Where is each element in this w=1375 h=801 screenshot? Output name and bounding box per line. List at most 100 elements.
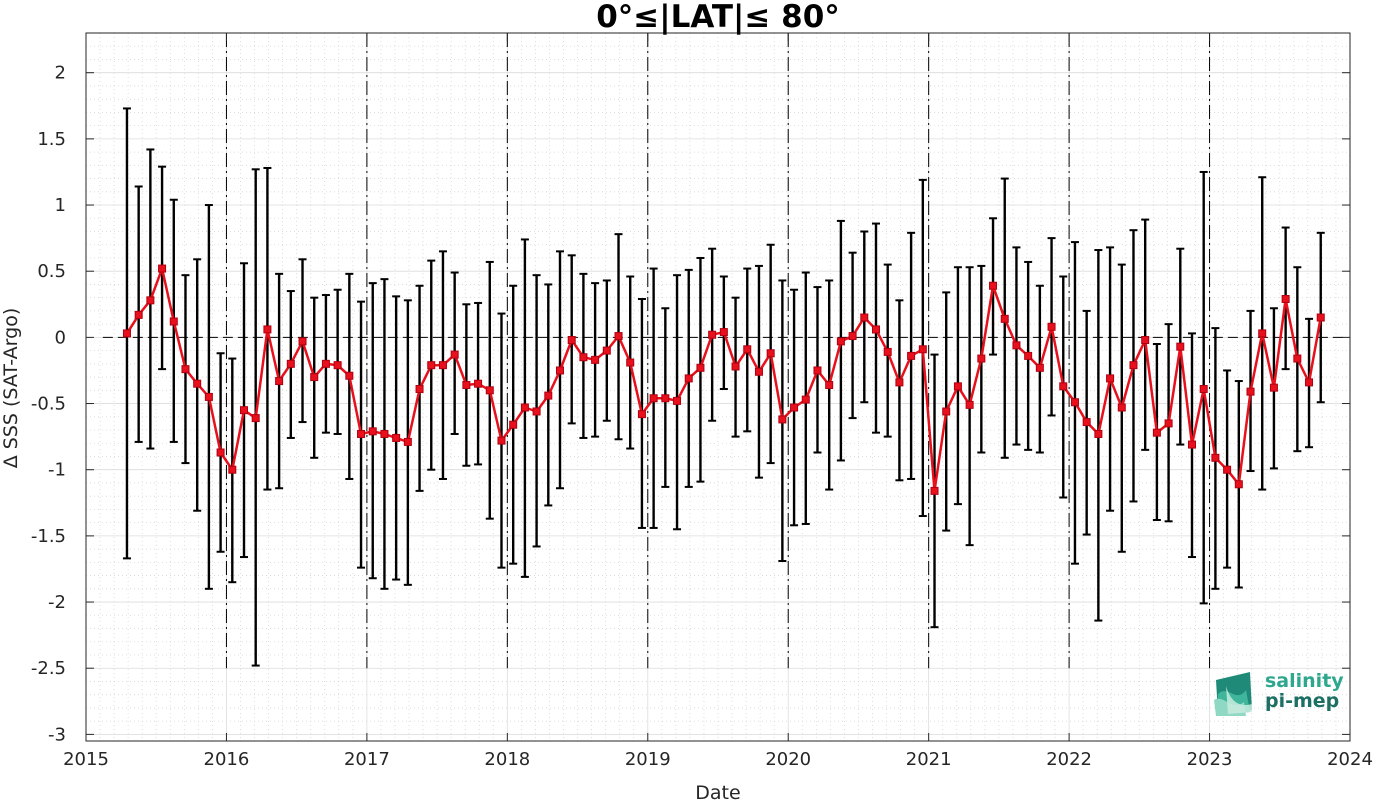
data-point xyxy=(368,427,377,436)
data-point xyxy=(614,332,623,341)
data-point xyxy=(520,403,529,412)
data-point xyxy=(602,346,611,355)
data-point xyxy=(1024,351,1033,360)
data-point xyxy=(298,337,307,346)
data-point xyxy=(462,381,471,390)
data-point xyxy=(579,353,588,362)
data-point xyxy=(1176,342,1185,351)
data-point xyxy=(872,325,880,334)
x-tick-label: 2017 xyxy=(344,749,390,770)
data-point xyxy=(860,313,869,322)
data-point xyxy=(848,332,857,341)
data-point xyxy=(1223,465,1232,474)
logo-text-pi-mep: pi-mep xyxy=(1265,690,1339,712)
x-tick-label: 2022 xyxy=(1046,749,1092,770)
data-point xyxy=(989,281,998,290)
data-point xyxy=(415,384,424,393)
data-point xyxy=(673,396,682,405)
data-point xyxy=(731,362,740,371)
x-tick-label: 2016 xyxy=(204,749,250,770)
y-tick-label: 1.5 xyxy=(37,129,66,150)
data-point xyxy=(567,336,576,345)
data-point xyxy=(661,394,670,403)
data-point xyxy=(942,407,951,416)
series-markers xyxy=(122,264,1325,495)
data-point xyxy=(743,345,752,354)
data-point xyxy=(649,394,658,403)
data-point xyxy=(883,347,892,356)
data-point xyxy=(181,365,190,374)
data-point xyxy=(1059,382,1068,391)
data-point xyxy=(1234,480,1243,489)
data-point xyxy=(1164,419,1173,428)
y-tick-label: 0 xyxy=(55,327,66,348)
data-point xyxy=(286,359,295,368)
data-point xyxy=(1012,341,1021,350)
data-point xyxy=(708,330,717,339)
data-point xyxy=(310,373,319,382)
data-point xyxy=(1035,363,1044,372)
data-point xyxy=(169,317,178,326)
data-point xyxy=(251,414,260,423)
y-tick-labels: -3 -2.5 -2 -1.5 -1 -0.5 0 0.5 1 1.5 2 xyxy=(31,63,66,746)
data-point xyxy=(357,429,366,438)
data-point xyxy=(158,264,167,273)
data-point xyxy=(403,437,412,446)
data-point xyxy=(930,486,939,495)
data-point xyxy=(240,406,248,415)
data-point xyxy=(438,361,447,370)
data-point xyxy=(696,363,705,372)
y-tick-label: 2 xyxy=(55,63,66,84)
data-point xyxy=(1258,329,1267,338)
y-tick-label: -3 xyxy=(48,724,66,745)
data-point xyxy=(321,359,330,368)
y-tick-label: -0.5 xyxy=(31,394,66,415)
data-point xyxy=(1316,313,1325,322)
salinity-pi-mep-logo: salinity pi-mep xyxy=(1214,670,1344,716)
y-tick-label: -2.5 xyxy=(31,658,66,679)
x-tick-label: 2018 xyxy=(484,749,530,770)
data-point xyxy=(977,354,986,363)
x-axis-label: Date xyxy=(695,782,740,801)
y-tick-label: 0.5 xyxy=(37,261,66,282)
data-point xyxy=(1000,314,1009,323)
data-point xyxy=(766,349,775,358)
data-point xyxy=(1281,294,1290,303)
wave-logo-icon xyxy=(1214,672,1252,716)
data-point xyxy=(380,429,389,438)
data-point xyxy=(345,371,354,380)
x-tick-label: 2024 xyxy=(1327,749,1373,770)
data-point xyxy=(813,366,822,375)
data-point xyxy=(556,366,564,375)
data-point xyxy=(1211,453,1220,462)
data-point xyxy=(275,377,284,386)
data-point xyxy=(134,310,143,319)
data-point xyxy=(474,379,483,388)
y-tick-label: -1 xyxy=(48,460,66,481)
data-point xyxy=(1188,440,1196,449)
data-point xyxy=(193,379,202,388)
data-point xyxy=(836,337,845,346)
data-point xyxy=(591,355,600,364)
x-tick-label: 2023 xyxy=(1187,749,1233,770)
data-point xyxy=(532,407,541,416)
data-point xyxy=(1082,418,1091,427)
data-point xyxy=(204,392,213,401)
x-tick-labels: 2015 2016 2017 2018 2019 2020 2021 2022 2023 2024 xyxy=(63,749,1373,770)
x-tick-label: 2021 xyxy=(906,749,952,770)
y-axis-label: Δ SSS (SAT-Argo) xyxy=(0,308,22,468)
data-point xyxy=(965,400,974,409)
data-point xyxy=(684,374,693,383)
data-point xyxy=(801,395,810,404)
data-point xyxy=(778,415,787,424)
data-point xyxy=(427,361,436,370)
plot-frame xyxy=(85,32,1351,742)
data-point xyxy=(392,433,401,442)
data-point xyxy=(1047,322,1056,331)
data-point xyxy=(754,367,763,376)
chart-title: 0°≤|LAT|≤ 80° xyxy=(596,0,840,35)
data-point xyxy=(122,329,131,338)
axis-ticks xyxy=(85,33,1351,741)
data-point xyxy=(228,465,237,474)
data-point xyxy=(1141,336,1150,345)
